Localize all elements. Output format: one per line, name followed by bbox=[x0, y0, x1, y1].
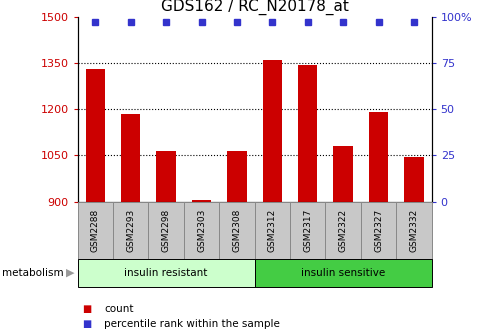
Text: GSM2298: GSM2298 bbox=[161, 209, 170, 252]
Bar bbox=[77, 202, 113, 259]
Bar bbox=[262, 60, 282, 202]
Text: GSM2308: GSM2308 bbox=[232, 208, 241, 252]
Bar bbox=[360, 202, 395, 259]
Title: GDS162 / RC_N20178_at: GDS162 / RC_N20178_at bbox=[160, 0, 348, 15]
Bar bbox=[148, 202, 183, 259]
Text: ■: ■ bbox=[82, 304, 91, 314]
Bar bbox=[403, 157, 423, 202]
Text: GSM2317: GSM2317 bbox=[302, 208, 312, 252]
Text: ▶: ▶ bbox=[65, 268, 74, 278]
Bar bbox=[254, 259, 431, 287]
Text: GSM2322: GSM2322 bbox=[338, 209, 347, 252]
Text: ■: ■ bbox=[82, 319, 91, 329]
Text: percentile rank within the sample: percentile rank within the sample bbox=[104, 319, 280, 329]
Bar bbox=[368, 112, 388, 202]
Bar bbox=[183, 202, 219, 259]
Text: GSM2327: GSM2327 bbox=[373, 209, 382, 252]
Bar bbox=[156, 151, 176, 202]
Text: GSM2312: GSM2312 bbox=[267, 209, 276, 252]
Text: count: count bbox=[104, 304, 134, 314]
Text: GSM2303: GSM2303 bbox=[197, 208, 206, 252]
Text: GSM2293: GSM2293 bbox=[126, 209, 135, 252]
Text: insulin resistant: insulin resistant bbox=[124, 268, 207, 278]
Bar bbox=[121, 114, 140, 202]
Bar bbox=[333, 146, 352, 202]
Text: insulin sensitive: insulin sensitive bbox=[301, 268, 384, 278]
Bar bbox=[113, 202, 148, 259]
Bar bbox=[289, 202, 325, 259]
Bar bbox=[219, 202, 254, 259]
Bar bbox=[254, 202, 289, 259]
Text: GSM2288: GSM2288 bbox=[91, 209, 100, 252]
Bar bbox=[395, 202, 431, 259]
Bar bbox=[227, 151, 246, 202]
Bar bbox=[297, 65, 317, 202]
Bar bbox=[191, 200, 211, 202]
Text: metabolism: metabolism bbox=[2, 268, 64, 278]
Bar bbox=[325, 202, 360, 259]
Bar bbox=[85, 69, 105, 202]
Text: GSM2332: GSM2332 bbox=[408, 209, 418, 252]
Bar bbox=[77, 259, 254, 287]
